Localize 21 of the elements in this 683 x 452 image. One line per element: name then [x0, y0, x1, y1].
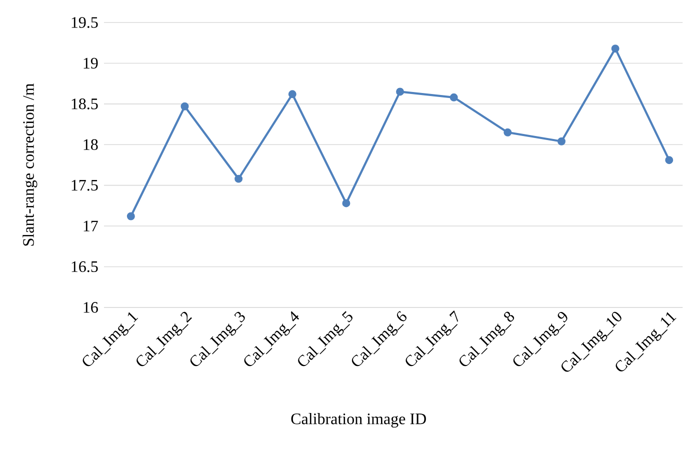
point [611, 44, 620, 53]
y-tick-label: 19 [84, 58, 98, 69]
point [450, 93, 458, 102]
point [126, 212, 135, 220]
y-tick-label: 18 [84, 139, 98, 150]
y-axis-title: Slant-range correction /m [22, 84, 38, 246]
point [396, 88, 404, 96]
y-tick-label: 19.5 [72, 17, 98, 28]
x-axis-title: Calibration image ID [291, 413, 426, 428]
y-tick-label: 16.5 [72, 261, 98, 272]
point [342, 199, 350, 208]
point [504, 128, 512, 136]
point [665, 156, 674, 164]
point [288, 90, 296, 98]
y-tick-label: 17 [84, 220, 98, 232]
point [180, 102, 189, 110]
y-tick-label: 17.5 [72, 180, 98, 191]
point [557, 137, 566, 146]
y-tick-label: 18.5 [72, 98, 98, 110]
point [234, 174, 243, 183]
y-tick-label: 16 [84, 302, 98, 313]
